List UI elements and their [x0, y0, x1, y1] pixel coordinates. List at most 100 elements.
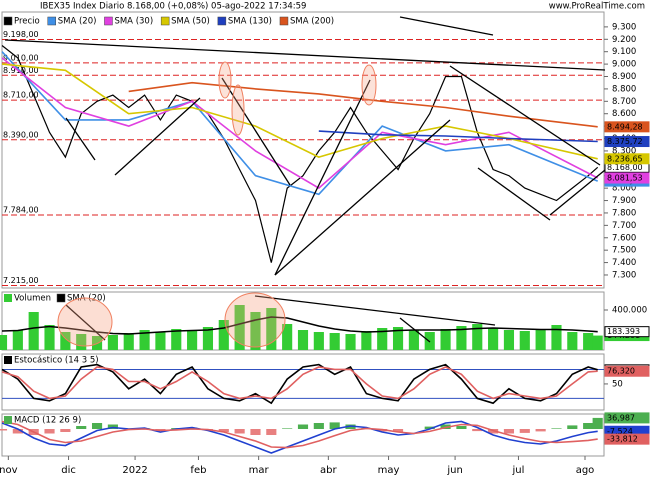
level-label: 9.198,00: [3, 30, 39, 39]
bar: [60, 332, 71, 350]
highlight: [224, 292, 286, 348]
panel-title: Estocástico (14 3 5): [14, 356, 99, 366]
series-line: [1, 57, 599, 190]
bar: [234, 305, 245, 350]
bar: [424, 426, 435, 429]
bar: [107, 335, 118, 350]
legend-swatch: [4, 356, 12, 364]
trend-line: [4, 39, 606, 71]
bar: [503, 429, 515, 434]
legend-swatch: [4, 416, 12, 424]
bar: [28, 312, 39, 350]
series-line: [1, 316, 598, 335]
bar: [456, 426, 467, 429]
trend-line: [477, 167, 551, 221]
bar: [488, 328, 499, 350]
highlight: [218, 61, 232, 99]
source: www.ProRealTime.com: [549, 2, 645, 12]
panel-title: Volumen: [14, 294, 51, 304]
trend-line: [65, 117, 96, 161]
legend-label: SMA (20): [58, 17, 97, 27]
series-line: [1, 366, 598, 400]
bar: [592, 417, 603, 429]
last-value-label: -33,812: [607, 435, 638, 444]
panel-frame: [1, 11, 605, 289]
legend-swatch: [3, 16, 13, 26]
legend-label: SMA (50): [171, 17, 210, 27]
bar: [76, 334, 87, 350]
panel: 36,987 -7,524-33,812 MACD (12 26 9) nov dic 2…: [0, 412, 650, 476]
series-line: [1, 51, 599, 196]
y-tick-label: 7.800: [612, 208, 636, 218]
series-line: [128, 81, 598, 128]
y-tick-label: 8.600: [612, 109, 636, 119]
bar: [76, 426, 87, 429]
bar: [250, 312, 261, 350]
bar: [519, 331, 530, 350]
legend-swatch: [217, 16, 227, 26]
y-tick-label: 7.300: [612, 270, 636, 280]
y-tick-label: 7.700: [612, 221, 636, 231]
x-tick-label: nov: [0, 465, 18, 476]
bar: [91, 336, 103, 350]
bar: [583, 423, 594, 429]
bar: [12, 429, 23, 434]
x-tick-label: mar: [249, 465, 270, 476]
bar: [44, 325, 55, 350]
level-label: 8.710,00: [3, 91, 39, 100]
x-tick-label: jun: [446, 465, 462, 476]
bar: [567, 425, 578, 429]
bar: [91, 423, 103, 429]
last-value-box: [604, 326, 650, 338]
series-line: [1, 420, 598, 449]
trend-line: [254, 295, 496, 326]
level-label: 7.784,00: [3, 205, 39, 214]
bar: [503, 330, 515, 350]
bar: [361, 331, 372, 350]
bar: [155, 332, 166, 350]
last-value-label: 8.375,72: [607, 137, 643, 146]
x-tick-label: abr: [320, 465, 337, 476]
last-value-label: 8.494,28: [607, 122, 643, 131]
bar: [218, 429, 229, 432]
series-line: [1, 45, 599, 263]
last-value-label: -7,524: [607, 427, 633, 436]
bar: [535, 429, 546, 432]
y-tick-label: 8.800: [612, 84, 636, 94]
legend-label: SMA (130): [228, 17, 272, 27]
bar: [567, 332, 578, 350]
bar: [456, 326, 467, 350]
trend-line: [274, 79, 371, 276]
bar: [123, 333, 134, 350]
level-label: 8.390,00: [3, 130, 39, 139]
series-line: [1, 420, 598, 454]
bar: [583, 333, 594, 350]
y-tick-label: 7.600: [612, 233, 636, 243]
trend-line: [449, 65, 601, 166]
legend-label: SMA (200): [290, 17, 334, 27]
panel-frame: [1, 413, 605, 457]
bar: [392, 429, 404, 432]
x-tick-label: jul: [511, 465, 524, 476]
bar: [187, 331, 198, 350]
trend-line: [114, 97, 201, 176]
x-tick-label: dic: [61, 465, 76, 476]
bar: [0, 429, 8, 431]
y-tick-label: 9.300: [612, 22, 636, 32]
last-value-box: [604, 412, 650, 424]
bar: [551, 325, 562, 350]
x-tick-label: feb: [190, 465, 206, 476]
bar: [519, 429, 530, 433]
bar: [313, 332, 324, 350]
last-value-label: 8.081,53: [607, 174, 643, 183]
bar: [44, 429, 55, 434]
last-value-label: 8.168,00: [607, 163, 643, 172]
level-label: 9.010,00: [3, 53, 39, 62]
x-tick-label: 2022: [122, 465, 147, 476]
y-tick-label: 7.500: [612, 246, 636, 256]
bar: [266, 429, 277, 435]
y-tick-label: 9.100: [612, 47, 636, 57]
legend-swatch: [104, 16, 113, 26]
